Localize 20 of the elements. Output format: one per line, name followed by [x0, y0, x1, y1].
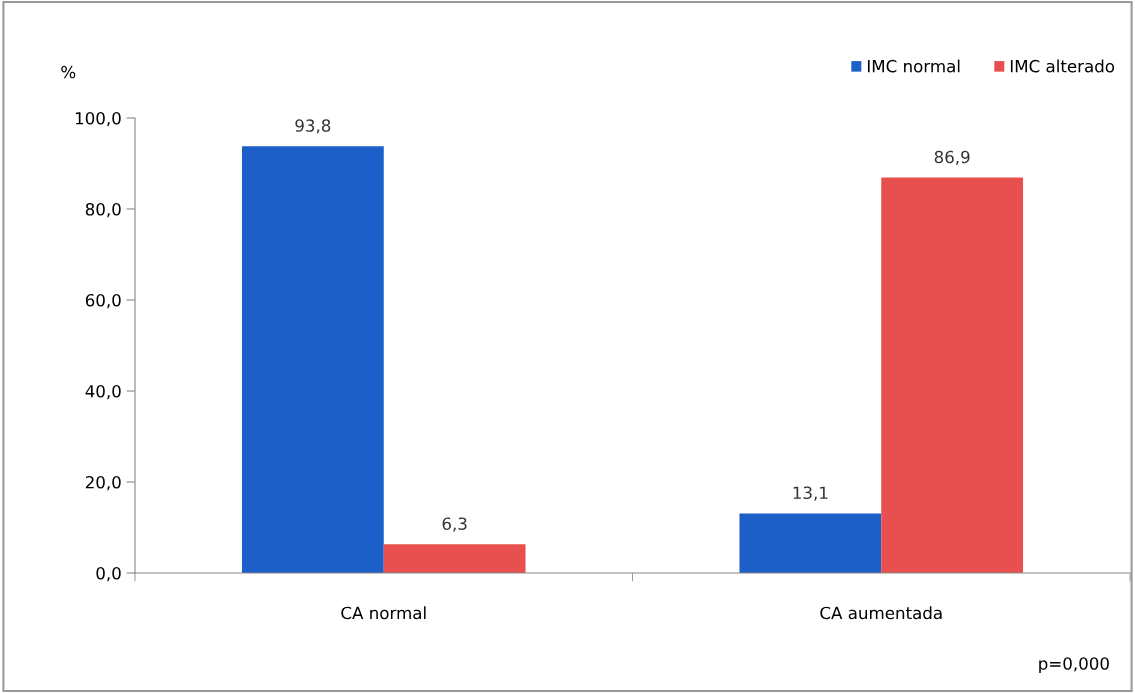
y-tick-label: 0,0	[96, 566, 121, 582]
data-label: 86,9	[934, 150, 970, 165]
x-tick-label: CA aumentada	[820, 606, 942, 620]
y-axis-title: %	[61, 65, 76, 79]
legend-label: IMC normal	[867, 59, 960, 73]
y-tick-label: 100,0	[75, 111, 121, 127]
bar	[383, 544, 526, 573]
text: p=0,000	[1039, 657, 1109, 674]
y-tick-label: 80,0	[85, 202, 121, 218]
y-tick-label: 60,0	[85, 293, 121, 309]
data-label: 93,8	[295, 119, 331, 134]
y-tick-label: 40,0	[85, 384, 121, 400]
legend-label: IMC alterado	[1010, 59, 1115, 73]
x-tick-label: CA normal	[341, 606, 426, 620]
y-tick-label: 20,0	[85, 475, 121, 491]
bar	[881, 177, 1024, 573]
data-label: 13,1	[793, 486, 828, 501]
bar	[241, 146, 384, 573]
data-label: 6,3	[442, 517, 467, 532]
bar	[739, 513, 882, 573]
